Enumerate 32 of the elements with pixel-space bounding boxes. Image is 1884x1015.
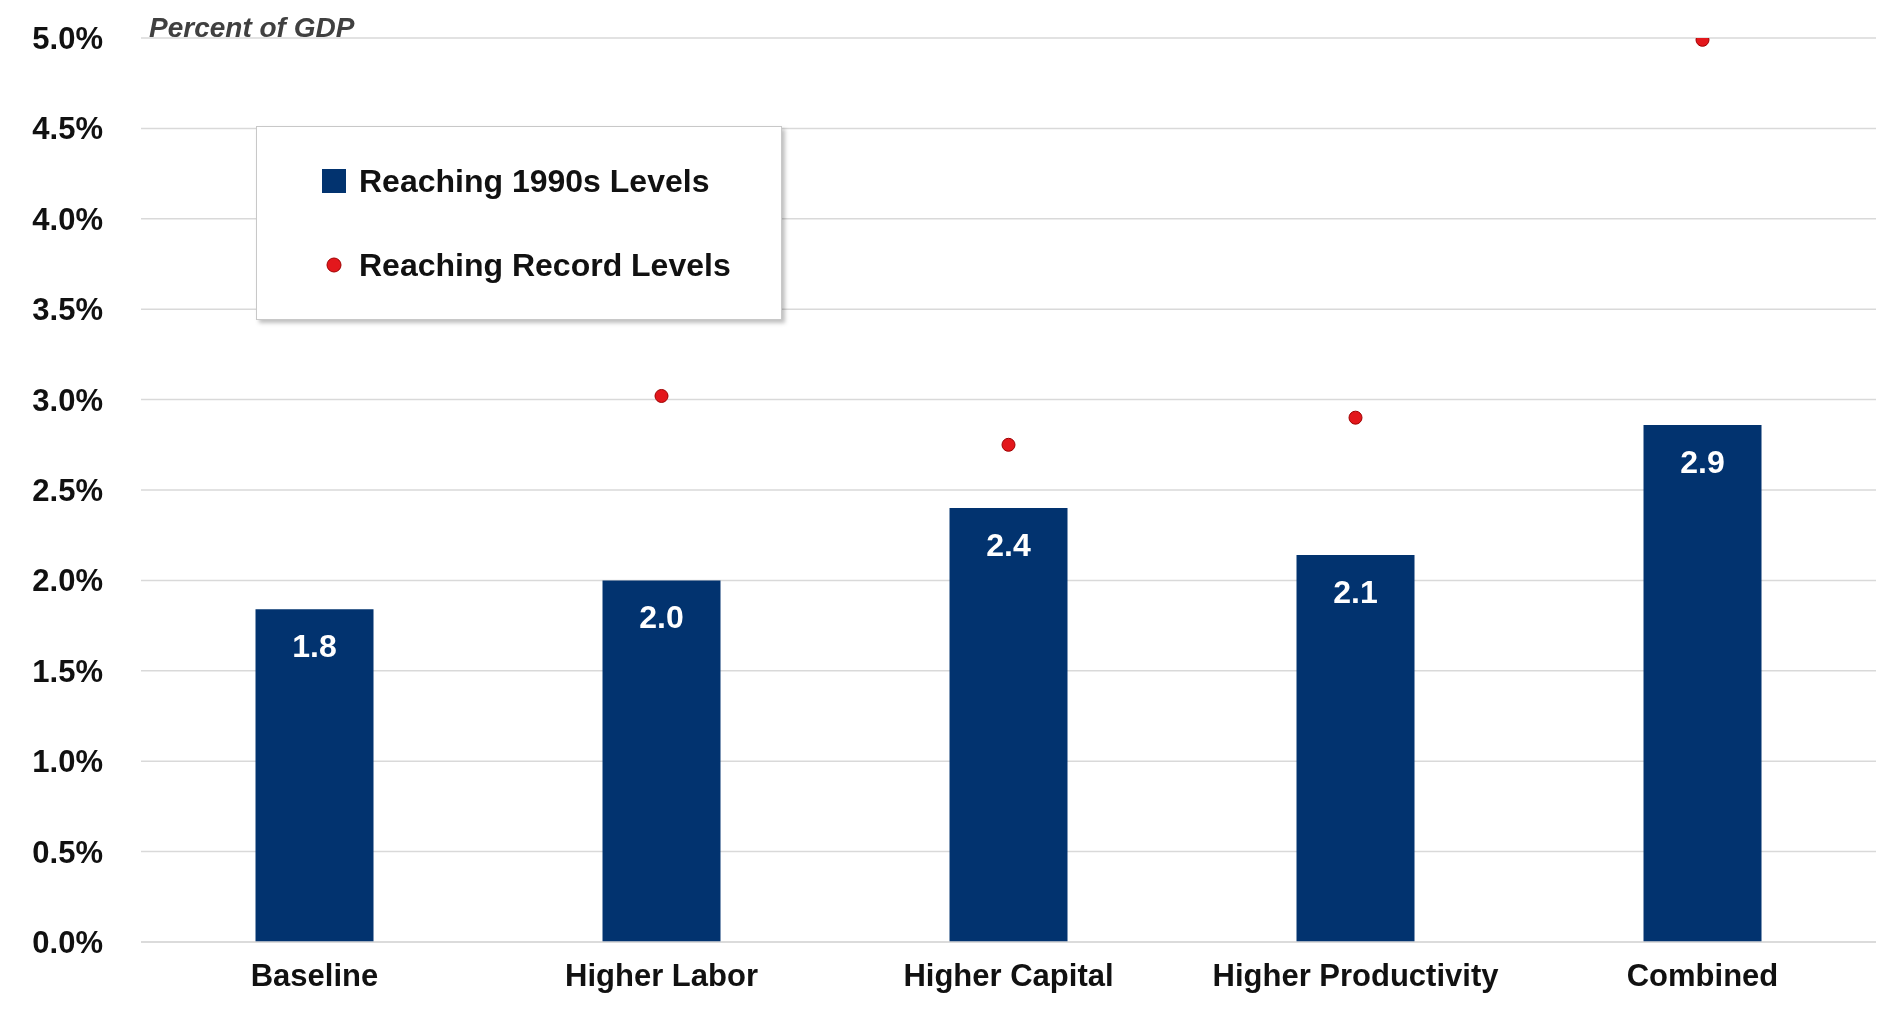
- bar: [602, 580, 721, 942]
- bar: [1643, 424, 1762, 942]
- data-label: 1.8: [292, 628, 337, 665]
- bar: [255, 609, 374, 942]
- bar: [1296, 555, 1415, 942]
- y-tick-label: 2.0%: [32, 563, 103, 599]
- legend-label: Reaching Record Levels: [359, 246, 731, 284]
- x-tick-label: Baseline: [250, 958, 379, 994]
- x-tick-label: Combined: [1626, 958, 1779, 994]
- y-tick-label: 3.5%: [32, 292, 103, 328]
- y-tick-label: 3.0%: [32, 382, 103, 418]
- point: [1001, 437, 1016, 452]
- point: [654, 388, 669, 403]
- legend-label: Reaching 1990s Levels: [359, 162, 710, 200]
- y-tick-label: 5.0%: [32, 21, 103, 57]
- x-tick-label: Higher Capital: [903, 958, 1114, 994]
- point: [1348, 410, 1363, 425]
- y-tick-label: 1.0%: [32, 744, 103, 780]
- y-tick-label: 0.5%: [32, 834, 103, 870]
- y-tick-label: 4.0%: [32, 201, 103, 237]
- y-tick-label: 2.5%: [32, 473, 103, 509]
- data-label: 2.1: [1333, 574, 1378, 611]
- y-tick-label: 0.0%: [32, 925, 103, 961]
- x-tick-label: Higher Labor: [565, 958, 758, 994]
- bar: [949, 508, 1068, 942]
- y-tick-label: 1.5%: [32, 653, 103, 689]
- annotation: Percent of GDP: [149, 12, 355, 44]
- x-tick-label: Higher Productivity: [1212, 958, 1500, 994]
- data-label: 2.4: [986, 527, 1031, 564]
- data-label: 2.9: [1680, 443, 1725, 480]
- y-tick-label: 4.5%: [32, 111, 103, 147]
- data-label: 2.0: [639, 599, 684, 636]
